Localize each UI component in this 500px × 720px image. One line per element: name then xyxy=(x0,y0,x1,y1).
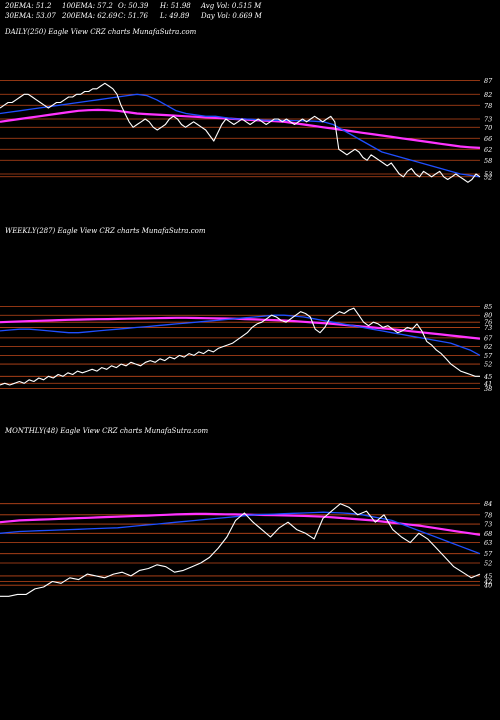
monthly-panel-title: MONTHLY(48) Eagle View CRZ charts Munafa… xyxy=(5,427,209,435)
monthly-ytick-label: 40 xyxy=(483,582,492,590)
weekly-ytick-label: 57 xyxy=(484,352,493,360)
header-day-vol: Day Vol: 0.669 M xyxy=(201,12,262,20)
weekly-ytick-label: 80 xyxy=(484,312,492,320)
daily-ytick-label: 73 xyxy=(484,116,492,124)
header-open: O: 50.39 xyxy=(118,2,149,10)
monthly-ytick-label: 63 xyxy=(484,539,492,547)
weekly-panel-title: WEEKLY(287) Eagle View CRZ charts Munafa… xyxy=(5,227,206,235)
monthly-ytick-label: 78 xyxy=(484,511,492,519)
monthly-ytick-label: 68 xyxy=(484,530,492,538)
daily-ema-slow-line xyxy=(0,108,481,149)
header-20ema: 20EMA: 51.2 xyxy=(5,2,52,10)
monthly-price-line xyxy=(0,503,481,597)
weekly-ytick-label: 45 xyxy=(483,373,492,381)
daily-price-line xyxy=(0,82,481,183)
header-100ema: 100EMA: 57.2 xyxy=(62,2,113,10)
daily-panel-title: DAILY(250) Eagle View CRZ charts MunafaS… xyxy=(5,28,197,36)
monthly-ytick-label: 52 xyxy=(484,559,492,567)
header-30ema: 30EMA: 53.07 xyxy=(5,12,56,20)
monthly-ytick-label: 42 xyxy=(483,578,492,586)
daily-ytick-label: 66 xyxy=(484,135,492,143)
daily-ytick-label: 87 xyxy=(484,77,493,85)
monthly-ytick-label: 45 xyxy=(483,572,492,580)
weekly-ytick-label: 38 xyxy=(484,385,492,393)
daily-ytick-label: 70 xyxy=(484,124,492,132)
weekly-ytick-label: 85 xyxy=(484,303,492,311)
weekly-ytick-label: 73 xyxy=(484,324,492,332)
daily-ytick-label: 78 xyxy=(484,102,492,110)
weekly-ytick-label: 41 xyxy=(483,380,492,388)
daily-ema-fast-line xyxy=(0,93,481,178)
header-close: C: 51.76 xyxy=(118,12,148,20)
weekly-price-line xyxy=(0,307,480,386)
daily-ytick-label: 82 xyxy=(484,91,492,99)
header-avg-vol: Avg Vol: 0.515 M xyxy=(201,2,262,10)
monthly-ytick-label: 84 xyxy=(484,500,492,508)
header-200ema: 200EMA: 62.69 xyxy=(62,12,118,20)
daily-ytick-label: 53 xyxy=(484,171,492,179)
weekly-ytick-label: 52 xyxy=(484,361,492,369)
weekly-ema-fast-line xyxy=(0,314,481,356)
daily-ytick-label: 58 xyxy=(484,157,492,165)
header-low: L: 49.89 xyxy=(160,12,190,20)
weekly-ytick-label: 76 xyxy=(484,319,492,327)
monthly-ytick-label: 73 xyxy=(484,521,492,529)
weekly-ytick-label: 62 xyxy=(484,343,492,351)
daily-ytick-label: 52 xyxy=(484,173,492,181)
header-high: H: 51.98 xyxy=(160,2,191,10)
daily-ytick-label: 62 xyxy=(484,146,492,154)
weekly-ytick-label: 67 xyxy=(484,334,493,342)
monthly-ytick-label: 57 xyxy=(484,550,493,558)
